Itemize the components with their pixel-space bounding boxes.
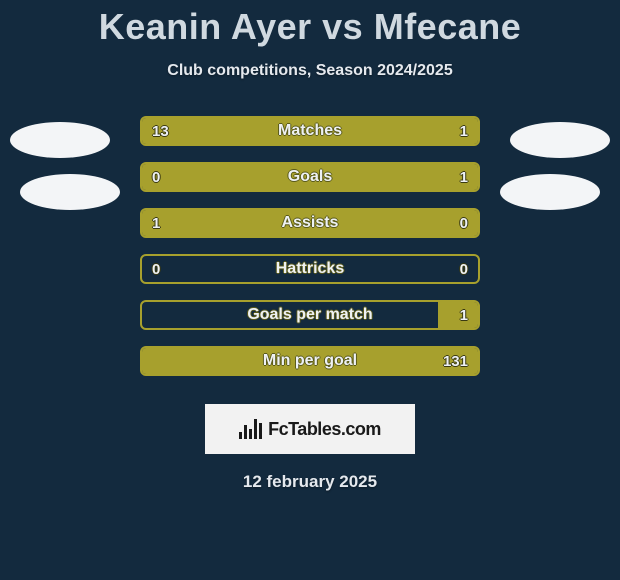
stat-value-left: 0 — [152, 256, 160, 282]
page-title: Keanin Ayer vs Mfecane — [0, 0, 620, 48]
logo-bar — [239, 432, 242, 439]
stat-fill-right — [438, 302, 478, 328]
stat-label: Goals per match — [142, 302, 478, 328]
stat-bars-container: 131Matches 01Goals 10Assists 0 0Hattricks 1Go… — [140, 116, 480, 392]
stat-fill-left — [142, 210, 478, 236]
player2-club-badge — [510, 122, 610, 158]
stat-fill-left — [142, 118, 411, 144]
stat-fill-left — [142, 164, 202, 190]
stat-fill-right — [202, 164, 478, 190]
stat-row: 0 0Hattricks — [140, 254, 480, 284]
logo-text: FcTables.com — [268, 419, 381, 440]
stat-fill-right — [411, 118, 478, 144]
player2-country-badge — [500, 174, 600, 210]
stat-row: 01Goals — [140, 162, 480, 192]
stat-label: Hattricks — [142, 256, 478, 282]
fctables-logo: FcTables.com — [205, 404, 415, 454]
logo-bar — [249, 429, 252, 439]
stat-value-right: 0 — [460, 256, 468, 282]
player1-country-badge — [20, 174, 120, 210]
stat-fill-left — [142, 348, 478, 374]
stat-row: 131Min per goal — [140, 346, 480, 376]
comparison-arena: 131Matches 01Goals 10Assists 0 0Hattricks 1Go… — [0, 116, 620, 386]
player2-name: Mfecane — [374, 6, 522, 47]
player1-name: Keanin Ayer — [99, 6, 312, 47]
logo-bar — [254, 419, 257, 439]
stat-row: 1Goals per match — [140, 300, 480, 330]
stat-row: 10Assists — [140, 208, 480, 238]
logo-bar — [259, 423, 262, 439]
player1-club-badge — [10, 122, 110, 158]
date-text: 12 february 2025 — [0, 472, 620, 492]
logo-bars-icon — [239, 419, 262, 439]
stat-row: 131Matches — [140, 116, 480, 146]
vs-text: vs — [322, 6, 363, 47]
logo-bar — [244, 425, 247, 439]
subtitle: Club competitions, Season 2024/2025 — [0, 62, 620, 80]
